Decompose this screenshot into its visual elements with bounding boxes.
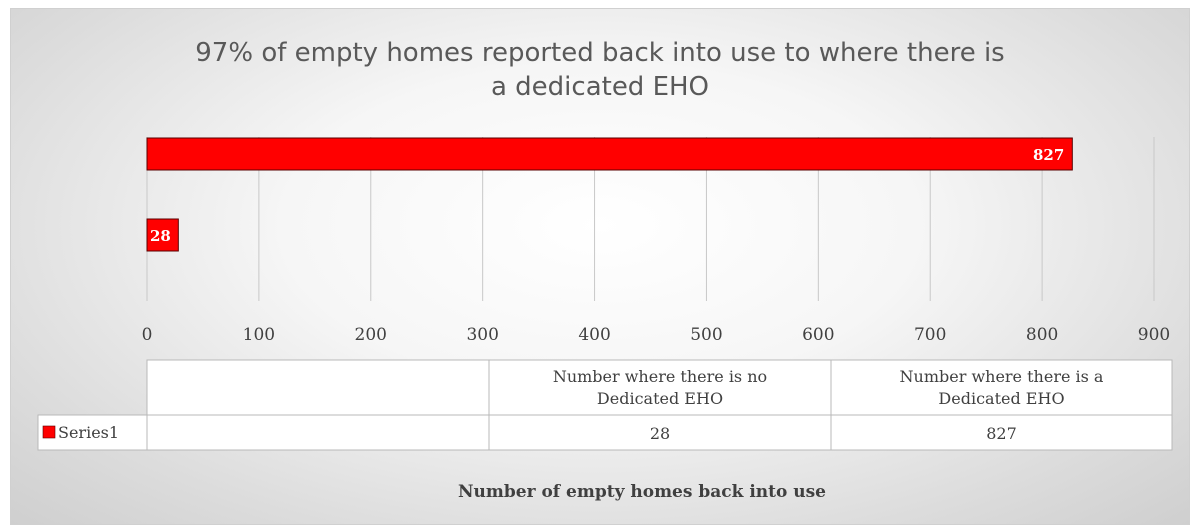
table-header-bg	[146, 359, 1173, 451]
tick-label: 500	[690, 325, 722, 345]
tick-label: 100	[243, 325, 275, 345]
chart-title-line: 97% of empty homes reported back into us…	[195, 38, 1004, 68]
tick-label: 600	[802, 325, 834, 345]
bar	[146, 137, 1073, 171]
x-axis-tick-labels: 0 100 200 300 400 500 600 700 800 900	[142, 325, 1171, 345]
table-header-label: Number where there is a	[900, 367, 1104, 386]
tick-label: 900	[1138, 325, 1170, 345]
data-label: 28	[150, 227, 171, 245]
bar	[146, 218, 179, 252]
table-value: 827	[986, 424, 1017, 443]
tick-label: 200	[355, 325, 387, 345]
tick-label: 700	[914, 325, 946, 345]
data-table: Number where there is no Dedicated EHO Num…	[37, 359, 1173, 451]
table-header-label: Number where there is no	[553, 367, 767, 386]
x-axis-title: Number of empty homes back into use	[458, 482, 826, 502]
tick-label: 800	[1026, 325, 1058, 345]
chart-title: 97% of empty homes reported back into us…	[195, 38, 1004, 102]
table-header-label: Dedicated EHO	[597, 389, 723, 408]
legend-swatch	[42, 425, 56, 439]
table-header-label: Dedicated EHO	[938, 389, 1064, 408]
tick-label: 400	[578, 325, 610, 345]
table-legend-cell	[37, 414, 148, 451]
chart-title-line: a dedicated EHO	[491, 72, 709, 102]
chart-svg: 97% of empty homes reported back into us…	[37, 38, 1173, 502]
tick-label: 0	[142, 325, 153, 345]
table-value: 28	[650, 424, 670, 443]
axis-title: Number of empty homes back into use	[458, 482, 826, 502]
chart-container: 97% of empty homes reported back into us…	[10, 8, 1190, 525]
data-label: 827	[1033, 146, 1064, 164]
bars: 28 827	[146, 137, 1073, 252]
legend-series-name: Series1	[58, 423, 119, 442]
tick-label: 300	[466, 325, 498, 345]
